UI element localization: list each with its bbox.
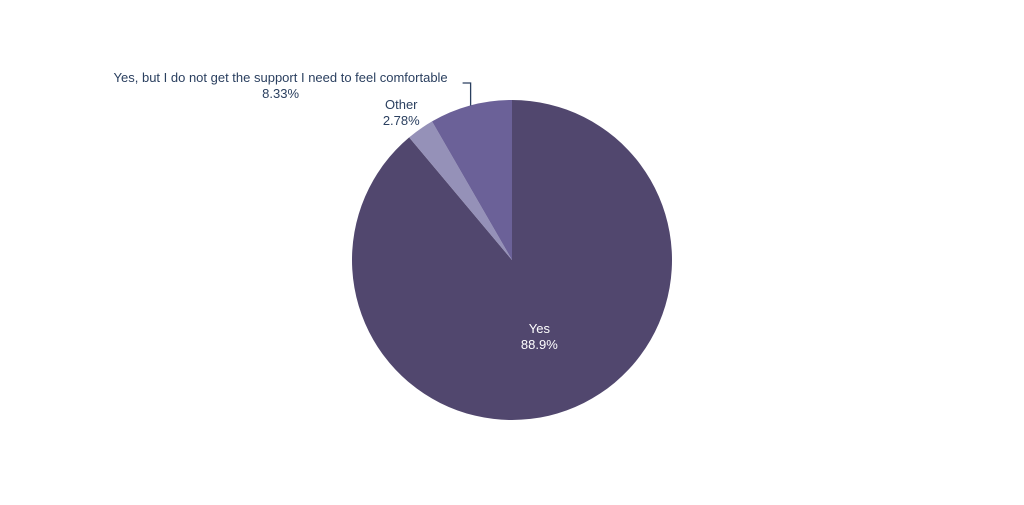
slice-label-2: Yes, but I do not get the support I need… <box>114 70 448 101</box>
leader-line-2 <box>462 82 472 106</box>
slice-label-1: Other 2.78% <box>383 97 420 128</box>
slice-label-0: Yes 88.9% <box>521 321 558 352</box>
pie-slice-1 <box>409 121 512 260</box>
pie-slices <box>352 100 672 420</box>
pie-labels: Yes 88.9% Other 2.78%Yes, but I do not get … <box>114 70 559 352</box>
pie-slice-2 <box>432 100 512 260</box>
